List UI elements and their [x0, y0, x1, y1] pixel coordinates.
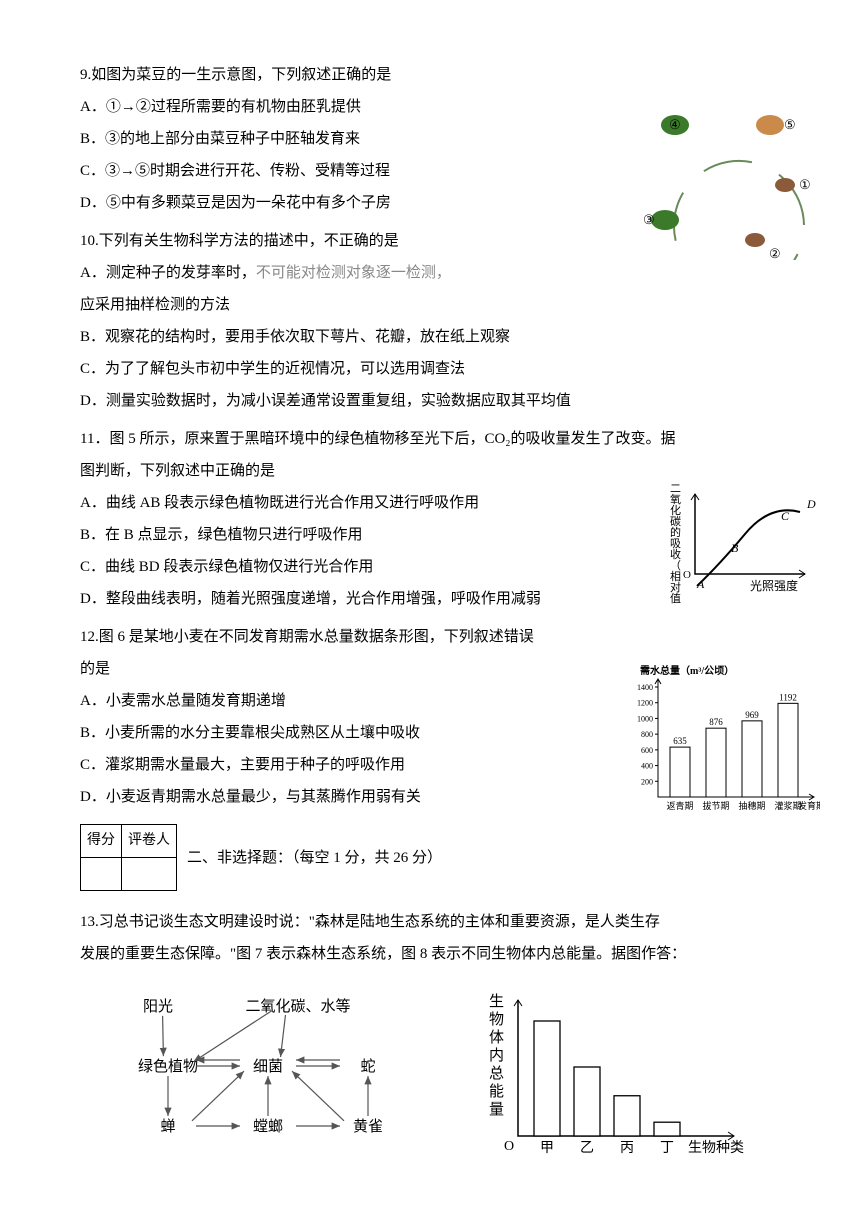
svg-text:抽穗期: 抽穗期 [738, 800, 765, 811]
svg-text:甲: 甲 [540, 1141, 554, 1156]
svg-text:细菌: 细菌 [252, 1058, 282, 1075]
q11-stem1: 11．图 5 所示，原来置于黑暗环境中的绿色植物移至光下后，CO₂的吸收量发生了… [80, 424, 780, 454]
svg-text:A: A [696, 577, 705, 591]
svg-text:①: ① [799, 177, 811, 192]
svg-text:化: 化 [670, 503, 681, 517]
svg-text:总: 总 [489, 1065, 504, 1082]
svg-text:876: 876 [709, 717, 723, 727]
svg-text:阳光: 阳光 [142, 998, 172, 1015]
svg-text:C: C [781, 509, 790, 523]
svg-text:B: B [731, 541, 739, 555]
svg-text:1400: 1400 [637, 683, 653, 692]
svg-text:绿色植物: 绿色植物 [137, 1058, 197, 1075]
svg-text:⑤: ⑤ [784, 117, 796, 132]
q9-stem: 9.如图为菜豆的一生示意图，下列叙述正确的是 [80, 60, 780, 90]
svg-text:）: ） [670, 603, 681, 604]
q10-option-d: D．测量实验数据时，为减小误差通常设置重复组，实验数据应取其平均值 [80, 386, 780, 416]
svg-text:物: 物 [489, 1011, 504, 1028]
svg-text:800: 800 [641, 730, 653, 739]
svg-text:对: 对 [670, 580, 681, 594]
svg-text:乙: 乙 [580, 1140, 594, 1156]
svg-text:光照强度: 光照强度 [750, 578, 798, 593]
figure-energy: 生物体内总能量 O 甲 乙 丙 丁生物种类 [473, 981, 753, 1161]
figure-ecosystem: 阳光 二氧化碳、水等绿色植物 细菌 蛇蝉 螳螂 黄雀 [108, 981, 418, 1161]
svg-text:635: 635 [673, 736, 687, 746]
q13-line1: 13.习总书记谈生态文明建设时说："森林是陆地生态系统的主体和重要资源，是人类生… [80, 907, 780, 937]
q10-a-gray: 不可能对检测对象逐一检测， [256, 265, 451, 281]
svg-text:200: 200 [641, 777, 653, 786]
svg-text:400: 400 [641, 762, 653, 771]
svg-text:能: 能 [489, 1083, 504, 1100]
svg-text:O: O [504, 1139, 514, 1154]
svg-text:O: O [683, 569, 691, 581]
svg-text:969: 969 [745, 710, 759, 720]
svg-text:600: 600 [641, 746, 653, 755]
q10-stem: 10.下列有关生物科学方法的描述中，不正确的是 [80, 226, 780, 256]
score-cell [81, 858, 122, 891]
svg-text:量: 量 [489, 1102, 504, 1118]
svg-text:返青期: 返青期 [666, 800, 693, 811]
figure-water-bar: 需水总量（m³/公顷） 200 400 600 800 1000 1200 1400 635 返青… [620, 662, 820, 833]
svg-text:二氧化碳、水等: 二氧化碳、水等 [245, 997, 350, 1015]
svg-text:的: 的 [670, 525, 681, 539]
svg-text:黄雀: 黄雀 [352, 1118, 382, 1135]
score-label: 得分 [81, 825, 122, 858]
svg-text:1000: 1000 [637, 714, 653, 723]
svg-text:生物种类: 生物种类 [688, 1140, 744, 1156]
bottom-figures: 阳光 二氧化碳、水等绿色植物 细菌 蛇蝉 螳螂 黄雀 生物体内总能量 O 甲 乙 丙 丁生物种类 [80, 981, 780, 1161]
question-9: ①②③④⑤ 9.如图为菜豆的一生示意图，下列叙述正确的是 A．①→②过程所需要的… [80, 60, 780, 218]
svg-text:螳螂: 螳螂 [252, 1118, 282, 1135]
svg-text:需水总量（m³/公顷）: 需水总量（m³/公顷） [640, 664, 734, 677]
svg-text:丁: 丁 [660, 1141, 674, 1156]
q12-stem1: 12.图 6 是某地小麦在不同发育期需水总量数据条形图，下列叙述错误 [80, 622, 780, 652]
svg-text:蝉: 蝉 [160, 1118, 175, 1135]
svg-text:收: 收 [670, 547, 681, 561]
svg-text:氧: 氧 [670, 492, 681, 506]
svg-text:碳: 碳 [670, 514, 681, 528]
q10-option-b: B．观察花的结构时，要用手依次取下萼片、花瓣，放在纸上观察 [80, 322, 780, 352]
svg-text:③: ③ [643, 212, 655, 227]
svg-text:1192: 1192 [779, 692, 797, 702]
question-12: 需水总量（m³/公顷） 200 400 600 800 1000 1200 1400 635 返青… [80, 622, 780, 812]
svg-text:1200: 1200 [637, 699, 653, 708]
svg-text:D: D [806, 497, 816, 511]
svg-text:内: 内 [489, 1047, 504, 1064]
svg-text:丙: 丙 [620, 1141, 634, 1156]
q10-a-part1: A．测定种子的发芽率时， [80, 265, 256, 281]
question-11: 二氧化碳的吸收（相对值）ABCDO光照强度 11．图 5 所示，原来置于黑暗环境… [80, 424, 780, 614]
q10-option-a-line2: 应采用抽样检测的方法 [80, 290, 780, 320]
svg-text:发育期: 发育期 [798, 800, 820, 811]
question-13: 13.习总书记谈生态文明建设时说："森林是陆地生态系统的主体和重要资源，是人类生… [80, 907, 780, 969]
grader-cell [122, 858, 177, 891]
svg-text:蛇: 蛇 [360, 1058, 375, 1075]
q13-line2: 发展的重要生态保障。"图 7 表示森林生态系统，图 8 表示不同生物体内总能量。… [80, 939, 780, 969]
figure-co2-curve: 二氧化碳的吸收（相对值）ABCDO光照强度 [660, 474, 820, 615]
q10-option-c: C．为了了解包头市初中学生的近视情况，可以选用调查法 [80, 354, 780, 384]
q10-option-a-line1: A．测定种子的发芽率时，不可能对检测对象逐一检测， [80, 258, 780, 288]
svg-text:④: ④ [669, 117, 681, 132]
section-2-header: 得分 评卷人 二、非选择题：（每空 1 分，共 26 分） [80, 824, 780, 891]
section-2-title: 二、非选择题：（每空 1 分，共 26 分） [187, 843, 442, 873]
question-10: 10.下列有关生物科学方法的描述中，不正确的是 A．测定种子的发芽率时，不可能对… [80, 226, 780, 416]
svg-text:拔节期: 拔节期 [702, 800, 729, 811]
svg-text:值: 值 [670, 592, 681, 604]
svg-text:体: 体 [489, 1029, 504, 1046]
svg-text:生: 生 [489, 993, 504, 1010]
grader-label: 评卷人 [122, 825, 177, 858]
score-table: 得分 评卷人 [80, 824, 177, 891]
